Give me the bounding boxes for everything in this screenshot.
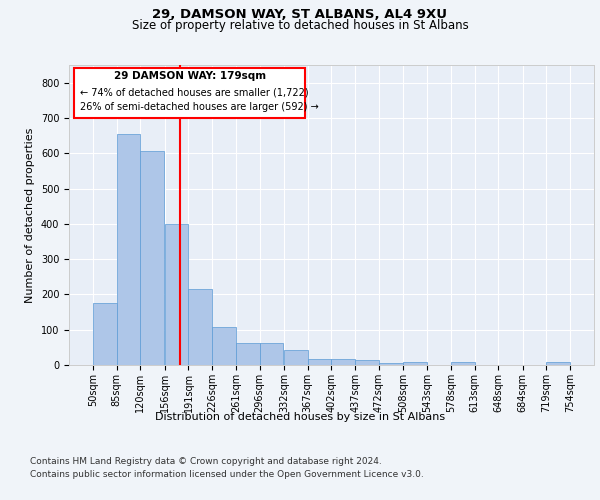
Text: Contains HM Land Registry data © Crown copyright and database right 2024.: Contains HM Land Registry data © Crown c… xyxy=(30,458,382,466)
Text: 29 DAMSON WAY: 179sqm: 29 DAMSON WAY: 179sqm xyxy=(113,71,266,81)
Bar xyxy=(236,343,260,365)
Bar xyxy=(451,362,475,365)
Bar xyxy=(212,327,236,365)
Y-axis label: Number of detached properties: Number of detached properties xyxy=(25,128,35,302)
Bar xyxy=(284,350,308,365)
Text: Size of property relative to detached houses in St Albans: Size of property relative to detached ho… xyxy=(131,19,469,32)
Bar xyxy=(165,224,188,365)
Bar xyxy=(116,134,140,365)
Bar xyxy=(140,151,164,365)
Bar xyxy=(260,343,283,365)
Text: Distribution of detached houses by size in St Albans: Distribution of detached houses by size … xyxy=(155,412,445,422)
Bar xyxy=(331,360,355,365)
Bar xyxy=(547,362,570,365)
Text: ← 74% of detached houses are smaller (1,722): ← 74% of detached houses are smaller (1,… xyxy=(79,88,308,98)
Bar xyxy=(403,362,427,365)
Bar xyxy=(355,360,379,365)
Bar xyxy=(93,303,116,365)
Bar xyxy=(188,289,212,365)
FancyBboxPatch shape xyxy=(74,68,305,117)
Bar xyxy=(308,359,331,365)
Text: Contains public sector information licensed under the Open Government Licence v3: Contains public sector information licen… xyxy=(30,470,424,479)
Text: 26% of semi-detached houses are larger (592) →: 26% of semi-detached houses are larger (… xyxy=(79,102,318,113)
Text: 29, DAMSON WAY, ST ALBANS, AL4 9XU: 29, DAMSON WAY, ST ALBANS, AL4 9XU xyxy=(152,8,448,20)
Bar xyxy=(379,362,403,365)
